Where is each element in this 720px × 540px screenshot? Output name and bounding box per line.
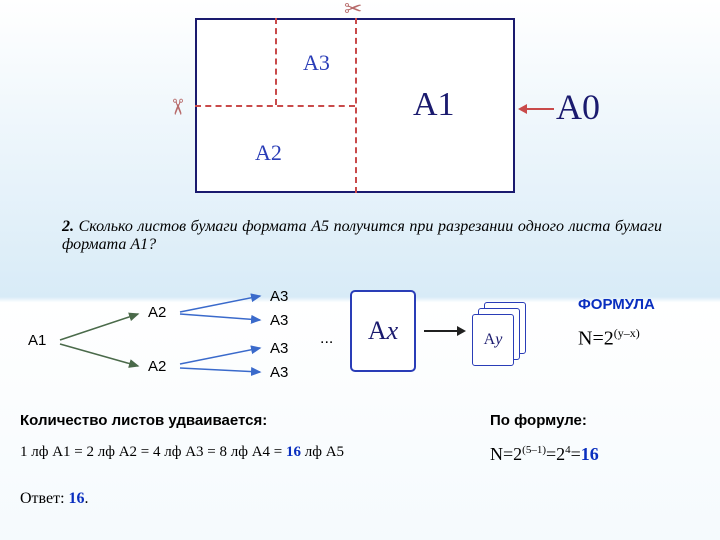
arrow-a0 [520, 108, 554, 110]
heading-by-formula: По формуле: [490, 412, 587, 429]
tree-node: A2 [148, 304, 166, 321]
f2-p2: =2 [546, 444, 565, 464]
question-number: 2. [62, 218, 74, 235]
ay-card: Ay [472, 314, 514, 366]
question-text: 2. Сколько листов бумаги формата А5 полу… [62, 218, 662, 254]
ax-var: x [387, 316, 399, 346]
answer-label: Ответ: [20, 490, 69, 507]
chain-result: 16 [286, 444, 301, 460]
tree-node: A2 [148, 358, 166, 375]
f2-p3: = [571, 444, 581, 464]
tree-leaf: A3 [270, 312, 288, 329]
scissors-icon: ✂ [344, 0, 362, 22]
formula-equation: N=2(y–x) [578, 326, 640, 351]
ellipsis: ... [320, 330, 333, 348]
chain-part: лф A5 [301, 444, 344, 460]
ay-letter: A [484, 331, 496, 349]
tree-arrows [20, 290, 340, 400]
answer-suffix: . [85, 490, 89, 507]
tree-leaf: A3 [270, 364, 288, 381]
formula-heading: ФОРМУЛА [578, 296, 655, 313]
cut-quarter [275, 18, 277, 105]
f2-result: 16 [581, 444, 599, 464]
chain-part: 1 лф A1 = 2 лф A2 = 4 лф A3 = 8 лф A4 = [20, 444, 286, 460]
answer-line: Ответ: 16. [20, 490, 89, 508]
tree-leaf: A3 [270, 288, 288, 305]
scissors-icon: ✂ [164, 98, 190, 116]
label-a1: A1 [413, 86, 455, 124]
ay-var: y [495, 331, 502, 349]
f2-p1: N=2 [490, 444, 522, 464]
cut-vertical [355, 18, 357, 193]
formula-computed: N=2(5–1)=24=16 [490, 444, 599, 465]
tree-leaf: A3 [270, 340, 288, 357]
ay-stack: Ay [472, 302, 526, 368]
cut-horizontal [195, 105, 355, 107]
formula-exponent: (y–x) [614, 326, 640, 340]
doubling-chain: 1 лф A1 = 2 лф A2 = 4 лф A3 = 8 лф A4 = … [20, 444, 344, 461]
label-a0: A0 [556, 86, 600, 128]
label-a2: A2 [255, 140, 282, 166]
paper-diagram: A3 A2 A1 [195, 18, 515, 193]
arrow-ax-ay [424, 330, 464, 332]
label-a3: A3 [303, 50, 330, 76]
split-tree: A1 A2 A2 A3 A3 A3 A3 ... [20, 290, 340, 400]
heading-doubling: Количество листов удваивается: [20, 412, 267, 429]
formula-base: N=2 [578, 328, 614, 350]
tree-root: A1 [28, 332, 46, 349]
question-body: Сколько листов бумаги формата А5 получит… [62, 218, 662, 253]
ax-letter: A [368, 316, 387, 346]
f2-e1: (5–1) [522, 444, 546, 456]
answer-value: 16 [69, 490, 85, 507]
ax-box: Ax [350, 290, 416, 372]
